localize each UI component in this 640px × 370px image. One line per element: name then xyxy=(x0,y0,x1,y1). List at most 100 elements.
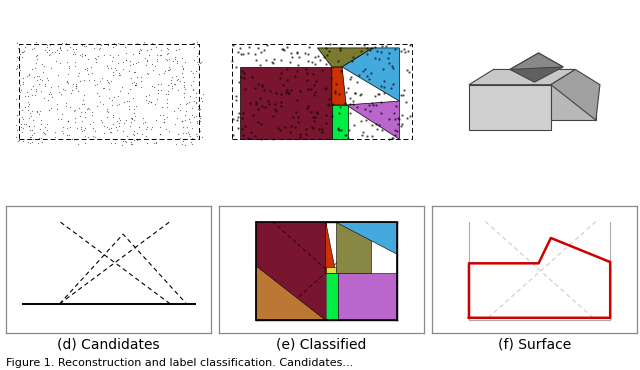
Point xyxy=(170,121,180,127)
Point xyxy=(134,124,144,130)
Point xyxy=(99,52,109,58)
Point xyxy=(358,129,369,135)
Point xyxy=(374,122,384,128)
Point xyxy=(172,60,182,66)
Point xyxy=(287,54,298,60)
Point xyxy=(159,120,170,125)
Point xyxy=(345,110,355,116)
Point xyxy=(18,49,28,55)
Point xyxy=(178,65,188,71)
Point xyxy=(282,77,292,83)
Point xyxy=(67,136,77,142)
Point xyxy=(365,47,376,53)
Point xyxy=(132,74,142,80)
Point xyxy=(285,87,296,92)
Point xyxy=(79,43,90,48)
Point xyxy=(288,114,298,120)
Point xyxy=(111,42,121,48)
Point xyxy=(131,69,141,75)
Point xyxy=(404,42,415,48)
Point xyxy=(24,102,34,108)
Point xyxy=(145,99,156,105)
Point xyxy=(380,84,390,90)
Point xyxy=(155,131,165,137)
Point xyxy=(92,90,102,96)
Point xyxy=(175,101,185,107)
Point xyxy=(333,58,343,64)
Point xyxy=(118,128,129,134)
Point xyxy=(96,117,106,123)
Point xyxy=(333,126,344,132)
Point xyxy=(140,133,150,139)
Point xyxy=(152,58,162,64)
Point xyxy=(120,120,130,125)
Point xyxy=(195,118,205,124)
Point xyxy=(137,131,147,137)
Point xyxy=(360,66,371,72)
Point xyxy=(177,118,188,124)
Point xyxy=(367,122,377,128)
Point xyxy=(26,139,36,145)
Point xyxy=(232,117,242,123)
Point xyxy=(80,52,90,58)
Point xyxy=(129,69,139,75)
Point xyxy=(186,68,196,74)
Point xyxy=(134,50,144,56)
Polygon shape xyxy=(256,273,326,320)
Point xyxy=(379,78,389,84)
Point xyxy=(291,124,301,130)
Point xyxy=(251,101,261,107)
Point xyxy=(178,124,188,130)
Point xyxy=(186,81,196,87)
Point xyxy=(24,123,34,129)
Point xyxy=(168,81,179,87)
Point xyxy=(69,136,79,142)
Point xyxy=(396,123,406,129)
Point xyxy=(108,69,118,75)
Point xyxy=(138,115,148,121)
Point xyxy=(29,46,39,51)
Point xyxy=(108,72,118,78)
Point xyxy=(12,112,22,118)
Point xyxy=(33,141,43,147)
Point xyxy=(143,136,153,142)
Point xyxy=(102,114,112,120)
Point xyxy=(354,72,364,78)
Point xyxy=(379,90,389,96)
Point xyxy=(44,52,54,58)
Point xyxy=(90,134,100,139)
Point xyxy=(34,135,44,141)
Point xyxy=(257,83,267,89)
Point xyxy=(22,90,32,95)
Point xyxy=(142,58,152,64)
Point xyxy=(31,86,41,92)
Point xyxy=(18,116,28,122)
Point xyxy=(82,105,92,111)
Point xyxy=(177,63,187,68)
Point xyxy=(44,91,54,97)
Point xyxy=(18,79,28,85)
Point xyxy=(57,111,67,117)
Point xyxy=(164,56,175,62)
Point xyxy=(24,71,34,77)
Point xyxy=(42,121,52,127)
Point xyxy=(24,72,34,78)
Point xyxy=(63,118,74,124)
Point xyxy=(153,81,163,87)
Point xyxy=(146,99,156,105)
Point xyxy=(179,94,189,100)
Point xyxy=(66,90,76,96)
Point xyxy=(294,88,305,94)
Point xyxy=(10,134,20,140)
Point xyxy=(333,125,344,131)
Point xyxy=(35,76,45,82)
Point xyxy=(376,49,386,55)
Point xyxy=(96,43,106,48)
Point xyxy=(172,115,182,121)
Point xyxy=(230,92,241,98)
Point xyxy=(308,71,318,77)
Point xyxy=(303,102,314,108)
Point xyxy=(312,110,323,116)
Point xyxy=(335,104,345,110)
Point xyxy=(104,126,114,132)
